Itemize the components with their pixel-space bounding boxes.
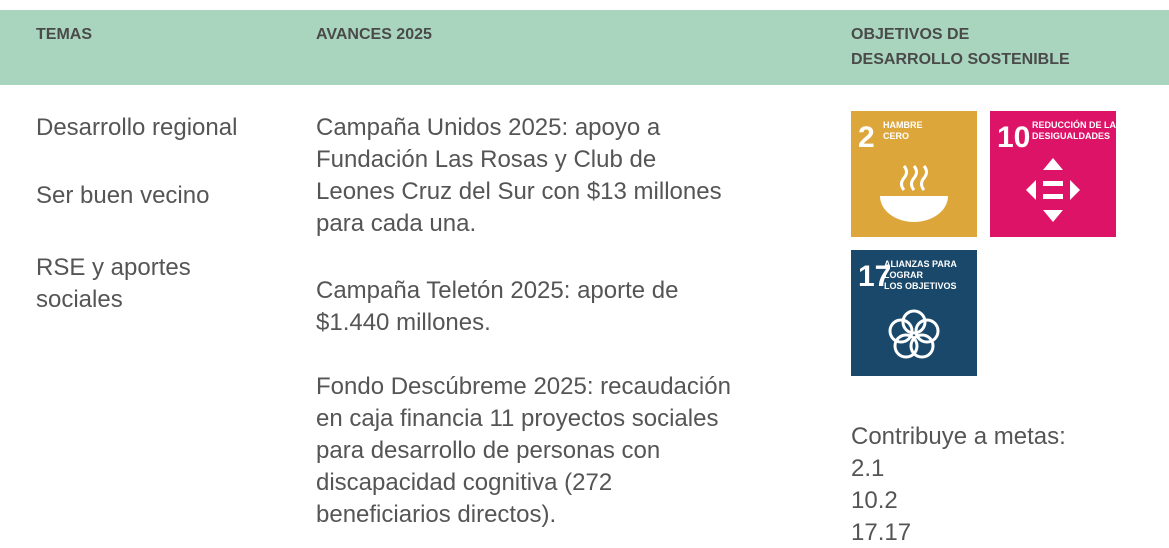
ods-label: HAMBRE <box>883 120 923 130</box>
ods-label: DESIGUALDADES <box>1032 131 1110 141</box>
tema: Ser buen vecino <box>36 182 210 209</box>
meta: 2.1 <box>851 455 885 482</box>
metas-title: Contribuye a metas: <box>851 423 1066 450</box>
equality-symbol <box>1026 158 1080 222</box>
column-header: TEMAS <box>36 26 92 43</box>
ods-label: ALIANZAS PARA <box>884 259 957 269</box>
avance-line: en caja financia 11 proyectos sociales <box>316 405 719 432</box>
ods-label: CERO <box>883 131 909 141</box>
ods-number: 2 <box>858 121 875 154</box>
avance-line: discapacidad cognitiva (272 <box>316 469 613 496</box>
avance-line: Campaña Unidos 2025: apoyo a <box>316 114 661 141</box>
avance-line: Fundación Las Rosas y Club de <box>316 146 657 173</box>
column-header: DESARROLLO SOSTENIBLE <box>851 51 1070 68</box>
ods-label: LOGRAR <box>884 270 923 280</box>
ods-number: 17 <box>858 260 891 293</box>
tema: RSE y aportes <box>36 254 191 281</box>
avance-line: $1.440 millones. <box>316 309 491 336</box>
avance-line: Leones Cruz del Sur con $13 millones <box>316 178 722 205</box>
meta: 17.17 <box>851 519 912 546</box>
tema: Desarrollo regional <box>36 114 238 141</box>
avance-line: beneficiarios directos). <box>316 501 557 528</box>
ods-label: REDUCCIÓN DE LAS <box>1032 119 1122 130</box>
ods-number: 10 <box>997 121 1030 154</box>
header-band <box>0 10 1169 85</box>
meta: 10.2 <box>851 487 898 514</box>
avance-line: Campaña Teletón 2025: aporte de <box>316 277 679 304</box>
avance-line: Fondo Descúbreme 2025: recaudación <box>316 373 731 400</box>
bowl <box>880 165 948 222</box>
ods-label: LOS OBJETIVOS <box>884 281 957 291</box>
tema: sociales <box>36 286 123 313</box>
avance-line: para cada una. <box>316 210 477 237</box>
rings <box>888 309 940 359</box>
column-header: AVANCES 2025 <box>316 26 432 43</box>
column-header: OBJETIVOS DE <box>851 26 970 43</box>
avance-line: para desarrollo de personas con <box>316 437 661 464</box>
